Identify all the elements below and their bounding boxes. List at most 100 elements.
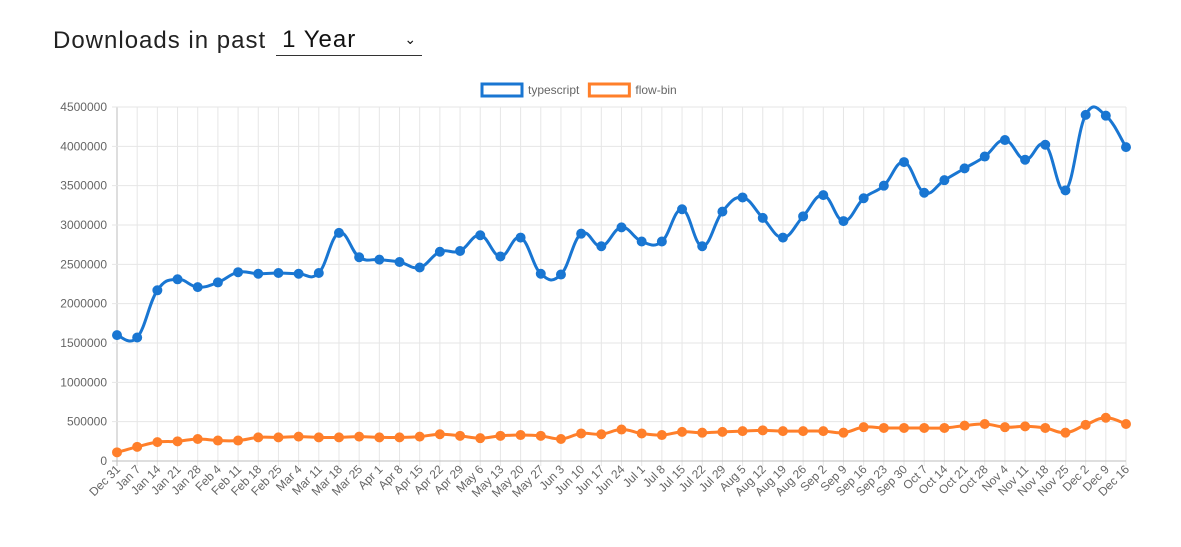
- data-point-flow-bin[interactable]: [717, 426, 728, 437]
- data-point-typescript[interactable]: [192, 282, 203, 293]
- data-point-typescript[interactable]: [1020, 154, 1031, 165]
- data-point-flow-bin[interactable]: [172, 436, 183, 447]
- data-point-typescript[interactable]: [434, 246, 445, 257]
- data-point-typescript[interactable]: [798, 211, 809, 222]
- data-point-typescript[interactable]: [576, 228, 587, 239]
- data-point-typescript[interactable]: [414, 262, 425, 273]
- data-point-flow-bin[interactable]: [455, 430, 466, 441]
- data-point-flow-bin[interactable]: [112, 447, 122, 458]
- data-point-flow-bin[interactable]: [757, 425, 768, 436]
- data-point-flow-bin[interactable]: [1100, 412, 1111, 423]
- data-point-typescript[interactable]: [959, 163, 970, 174]
- data-point-typescript[interactable]: [1040, 139, 1051, 150]
- data-point-flow-bin[interactable]: [656, 430, 667, 441]
- data-point-flow-bin[interactable]: [878, 422, 889, 433]
- data-point-flow-bin[interactable]: [273, 432, 284, 443]
- data-point-typescript[interactable]: [132, 332, 143, 343]
- data-point-typescript[interactable]: [555, 269, 566, 280]
- data-point-typescript[interactable]: [233, 267, 244, 278]
- data-point-typescript[interactable]: [616, 222, 627, 233]
- data-point-typescript[interactable]: [1080, 109, 1091, 120]
- data-point-flow-bin[interactable]: [979, 419, 990, 430]
- data-point-flow-bin[interactable]: [394, 432, 405, 443]
- data-point-typescript[interactable]: [495, 251, 506, 262]
- data-point-flow-bin[interactable]: [253, 432, 264, 443]
- data-point-flow-bin[interactable]: [919, 422, 930, 433]
- data-point-typescript[interactable]: [475, 230, 486, 241]
- data-point-flow-bin[interactable]: [777, 426, 788, 437]
- data-point-typescript[interactable]: [596, 241, 607, 252]
- data-point-typescript[interactable]: [999, 135, 1010, 146]
- data-point-typescript[interactable]: [636, 236, 647, 247]
- data-point-typescript[interactable]: [717, 206, 728, 217]
- data-point-typescript[interactable]: [354, 252, 365, 263]
- data-point-typescript[interactable]: [737, 192, 748, 203]
- data-point-typescript[interactable]: [1121, 142, 1131, 153]
- data-point-flow-bin[interactable]: [333, 432, 344, 443]
- data-point-flow-bin[interactable]: [838, 427, 849, 438]
- data-point-typescript[interactable]: [172, 274, 183, 285]
- data-point-flow-bin[interactable]: [475, 433, 486, 444]
- data-point-typescript[interactable]: [212, 277, 223, 288]
- data-point-flow-bin[interactable]: [434, 429, 445, 440]
- data-point-flow-bin[interactable]: [818, 426, 829, 437]
- data-point-typescript[interactable]: [394, 256, 405, 267]
- data-point-flow-bin[interactable]: [132, 441, 143, 452]
- data-point-flow-bin[interactable]: [1080, 419, 1091, 430]
- data-point-typescript[interactable]: [515, 232, 526, 243]
- data-point-typescript[interactable]: [1100, 110, 1111, 121]
- data-point-flow-bin[interactable]: [697, 427, 708, 438]
- data-point-flow-bin[interactable]: [212, 435, 223, 446]
- data-point-flow-bin[interactable]: [798, 426, 809, 437]
- data-point-flow-bin[interactable]: [616, 424, 627, 435]
- data-point-flow-bin[interactable]: [1121, 419, 1131, 430]
- data-point-typescript[interactable]: [677, 204, 688, 215]
- data-point-flow-bin[interactable]: [899, 422, 910, 433]
- legend-item-typescript[interactable]: typescript: [480, 82, 580, 98]
- data-point-flow-bin[interactable]: [1040, 422, 1051, 433]
- data-point-typescript[interactable]: [858, 193, 869, 204]
- data-point-flow-bin[interactable]: [374, 432, 385, 443]
- data-point-typescript[interactable]: [757, 212, 768, 223]
- data-point-flow-bin[interactable]: [1060, 427, 1071, 438]
- data-point-typescript[interactable]: [838, 216, 849, 227]
- data-point-flow-bin[interactable]: [535, 430, 546, 441]
- data-point-flow-bin[interactable]: [576, 428, 587, 439]
- data-point-typescript[interactable]: [535, 268, 546, 279]
- data-point-typescript[interactable]: [112, 330, 122, 341]
- data-point-flow-bin[interactable]: [858, 422, 869, 433]
- data-point-typescript[interactable]: [1060, 185, 1071, 196]
- data-point-typescript[interactable]: [313, 267, 324, 278]
- data-point-typescript[interactable]: [939, 175, 950, 186]
- period-select[interactable]: 1 Year ⌄: [276, 24, 423, 56]
- data-point-typescript[interactable]: [152, 285, 163, 296]
- data-point-flow-bin[interactable]: [293, 431, 304, 442]
- data-point-typescript[interactable]: [878, 180, 889, 191]
- data-point-flow-bin[interactable]: [495, 430, 506, 441]
- data-point-typescript[interactable]: [333, 227, 344, 238]
- data-point-flow-bin[interactable]: [313, 432, 324, 443]
- data-point-flow-bin[interactable]: [555, 433, 566, 444]
- data-point-flow-bin[interactable]: [1020, 421, 1031, 432]
- data-point-flow-bin[interactable]: [677, 426, 688, 437]
- data-point-flow-bin[interactable]: [999, 422, 1010, 433]
- data-point-flow-bin[interactable]: [737, 426, 748, 437]
- data-point-flow-bin[interactable]: [192, 433, 203, 444]
- data-point-typescript[interactable]: [697, 241, 708, 252]
- data-point-typescript[interactable]: [253, 268, 264, 279]
- data-point-flow-bin[interactable]: [354, 431, 365, 442]
- data-point-typescript[interactable]: [293, 268, 304, 279]
- data-point-flow-bin[interactable]: [596, 429, 607, 440]
- data-point-typescript[interactable]: [273, 267, 284, 278]
- data-point-flow-bin[interactable]: [959, 420, 970, 431]
- data-point-flow-bin[interactable]: [636, 428, 647, 439]
- data-point-typescript[interactable]: [899, 157, 910, 168]
- data-point-flow-bin[interactable]: [233, 435, 244, 446]
- data-point-typescript[interactable]: [455, 245, 466, 256]
- data-point-flow-bin[interactable]: [939, 422, 950, 433]
- data-point-typescript[interactable]: [818, 190, 829, 201]
- data-point-typescript[interactable]: [777, 232, 788, 243]
- legend-item-flow-bin[interactable]: flow-bin: [587, 82, 677, 98]
- data-point-typescript[interactable]: [374, 254, 385, 265]
- data-point-flow-bin[interactable]: [152, 437, 163, 448]
